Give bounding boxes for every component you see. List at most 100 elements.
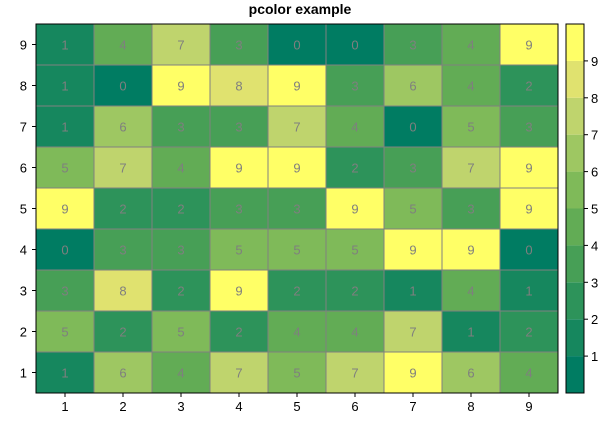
- y-tick-label: 7: [20, 120, 27, 135]
- heatmap-cell: [209, 105, 269, 148]
- cell-value-label: 2: [525, 79, 532, 94]
- x-tick-label: 9: [525, 399, 532, 414]
- heatmap-cell: [151, 310, 211, 353]
- cell-value-label: 2: [351, 284, 358, 299]
- cell-value-label: 2: [119, 325, 126, 340]
- heatmap-cell: [267, 310, 327, 353]
- cell-value-label: 0: [351, 38, 358, 53]
- cell-value-label: 5: [61, 161, 68, 176]
- cell-value-label: 4: [467, 284, 474, 299]
- heatmap-cell: [35, 269, 95, 312]
- cell-value-label: 9: [61, 202, 68, 217]
- heatmap-cell: [151, 228, 211, 271]
- chart-title: pcolor example: [249, 1, 352, 17]
- heatmap-cell: [35, 310, 95, 353]
- heatmap-cell: [441, 228, 501, 271]
- heatmap-cell: [441, 23, 501, 66]
- cell-value-label: 4: [467, 79, 474, 94]
- cell-value-label: 9: [235, 284, 242, 299]
- cell-value-label: 1: [61, 366, 68, 381]
- heatmap-cell: [209, 146, 269, 189]
- cell-value-label: 1: [61, 79, 68, 94]
- heatmap-cell: [267, 269, 327, 312]
- heatmap-cell: [209, 228, 269, 271]
- heatmap-cell: [499, 187, 559, 230]
- cell-value-label: 8: [119, 284, 126, 299]
- cell-value-label: 6: [119, 120, 126, 135]
- cell-value-label: 8: [235, 79, 242, 94]
- cell-value-label: 1: [409, 284, 416, 299]
- cell-value-label: 0: [293, 38, 300, 53]
- heatmap-cell: [499, 228, 559, 271]
- cell-value-label: 3: [467, 202, 474, 217]
- colorbar-segment: [566, 97, 584, 135]
- cell-value-label: 1: [525, 284, 532, 299]
- cell-value-label: 7: [119, 161, 126, 176]
- colorbar-segment: [566, 60, 584, 98]
- heatmap-cell: [93, 228, 153, 271]
- y-tick-label: 9: [20, 38, 27, 53]
- heatmap-cell: [383, 310, 443, 353]
- cell-value-label: 3: [235, 38, 242, 53]
- cell-value-label: 3: [119, 243, 126, 258]
- cell-value-label: 4: [177, 366, 184, 381]
- cell-value-label: 9: [409, 243, 416, 258]
- heatmap-cell: [325, 351, 385, 394]
- cell-value-label: 9: [467, 243, 474, 258]
- colorbar-tick-label: 3: [591, 275, 598, 290]
- cell-value-label: 2: [235, 325, 242, 340]
- heatmap-cell: [499, 105, 559, 148]
- y-tick-label: 1: [20, 366, 27, 381]
- cell-value-label: 1: [61, 120, 68, 135]
- y-tick-label: 3: [20, 284, 27, 299]
- heatmap-cell: [209, 187, 269, 230]
- cell-value-label: 2: [293, 284, 300, 299]
- heatmap-cell: [151, 351, 211, 394]
- heatmap-cell: [151, 105, 211, 148]
- x-tick-label: 1: [61, 399, 68, 414]
- cell-value-label: 5: [235, 243, 242, 258]
- colorbar-segment: [566, 356, 584, 393]
- heatmap-cell: [267, 64, 327, 107]
- cell-value-label: 3: [409, 161, 416, 176]
- cell-value-label: 0: [119, 79, 126, 94]
- colorbar-tick-label: 5: [591, 202, 598, 217]
- x-tick-label: 6: [351, 399, 358, 414]
- cell-value-label: 3: [235, 120, 242, 135]
- heatmap-cell: [383, 269, 443, 312]
- heatmap-cell: [267, 351, 327, 394]
- colorbar-segment: [566, 282, 584, 320]
- cell-value-label: 2: [177, 202, 184, 217]
- heatmap-cell: [35, 228, 95, 271]
- cell-value-label: 9: [293, 79, 300, 94]
- heatmap-cell: [499, 64, 559, 107]
- cell-value-label: 7: [235, 366, 242, 381]
- cell-value-label: 3: [177, 120, 184, 135]
- colorbar-tick-label: 9: [591, 54, 598, 69]
- heatmap-cell: [93, 351, 153, 394]
- cell-value-label: 7: [177, 38, 184, 53]
- x-tick-label: 7: [409, 399, 416, 414]
- cell-value-label: 3: [61, 284, 68, 299]
- cell-value-label: 3: [293, 202, 300, 217]
- cell-value-label: 1: [61, 38, 68, 53]
- heatmap-cell: [93, 105, 153, 148]
- colorbar-tick-label: 7: [591, 128, 598, 143]
- heatmap-cell: [267, 228, 327, 271]
- cell-value-label: 9: [409, 366, 416, 381]
- heatmap-cell: [151, 64, 211, 107]
- cell-value-label: 9: [525, 202, 532, 217]
- heatmap-cell: [325, 187, 385, 230]
- heatmap-cell: [383, 64, 443, 107]
- cell-value-label: 2: [351, 161, 358, 176]
- heatmap-cell: [35, 23, 95, 66]
- y-tick-label: 8: [20, 79, 27, 94]
- cell-value-label: 4: [351, 120, 358, 135]
- cell-value-label: 4: [177, 161, 184, 176]
- heatmap-cell: [267, 105, 327, 148]
- heatmap-cell: [35, 64, 95, 107]
- colorbar-segment: [566, 319, 584, 357]
- cell-value-label: 4: [525, 366, 532, 381]
- cell-value-label: 6: [119, 366, 126, 381]
